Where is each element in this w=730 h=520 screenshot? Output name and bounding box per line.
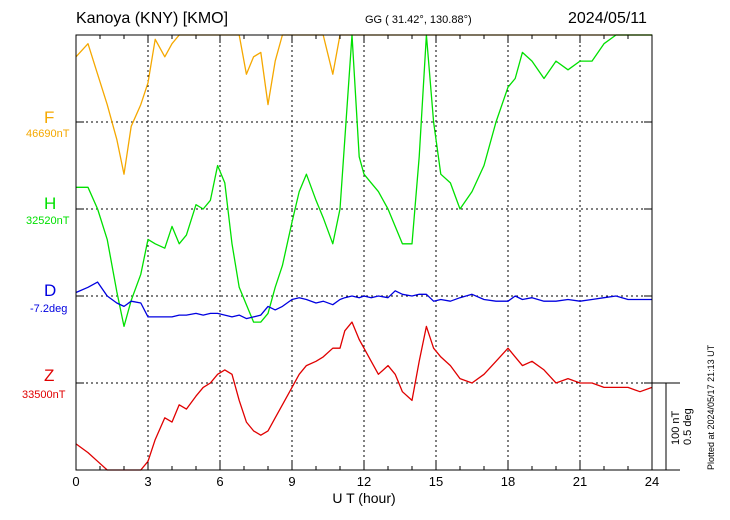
x-axis-title: U T (hour) xyxy=(332,490,396,506)
component-label-h: H xyxy=(44,194,57,213)
x-tick-label: 12 xyxy=(356,474,372,489)
scale-label-nt: 100 nT xyxy=(670,410,682,445)
series-line-z xyxy=(75,321,653,471)
scale-legend: 100 nT 0.5 deg xyxy=(670,408,694,445)
x-tick-label: 15 xyxy=(428,474,444,489)
x-tick-label: 9 xyxy=(288,474,296,489)
station-title: Kanoya (KNY) [KMO] xyxy=(76,10,229,27)
component-label-d: D xyxy=(44,281,57,300)
plotted-timestamp: Plotted at 2024/05/17 21:13 UT xyxy=(706,344,716,470)
component-label-f: F xyxy=(44,108,55,127)
x-tick-label: 3 xyxy=(144,474,152,489)
x-tick-label: 0 xyxy=(72,474,80,489)
plot-date: 2024/05/11 xyxy=(568,10,647,27)
baseline-label-h: 32520nT xyxy=(26,215,70,227)
series-line-d xyxy=(75,281,652,320)
series-line-h xyxy=(76,34,652,328)
x-tick-label: 6 xyxy=(216,474,224,489)
x-tick-label: 24 xyxy=(644,474,660,489)
baseline-label-f: 46690nT xyxy=(26,128,70,140)
station-coordinates: GG ( 31.42°, 130.88°) xyxy=(365,14,472,26)
baseline-label-z: 33500nT xyxy=(22,389,66,401)
component-label-z: Z xyxy=(44,366,55,385)
x-tick-label: 18 xyxy=(500,474,516,489)
x-tick-label: 21 xyxy=(572,474,588,489)
baseline-label-d: -7.2deg xyxy=(30,303,68,315)
scale-label-deg: 0.5 deg xyxy=(682,408,694,445)
